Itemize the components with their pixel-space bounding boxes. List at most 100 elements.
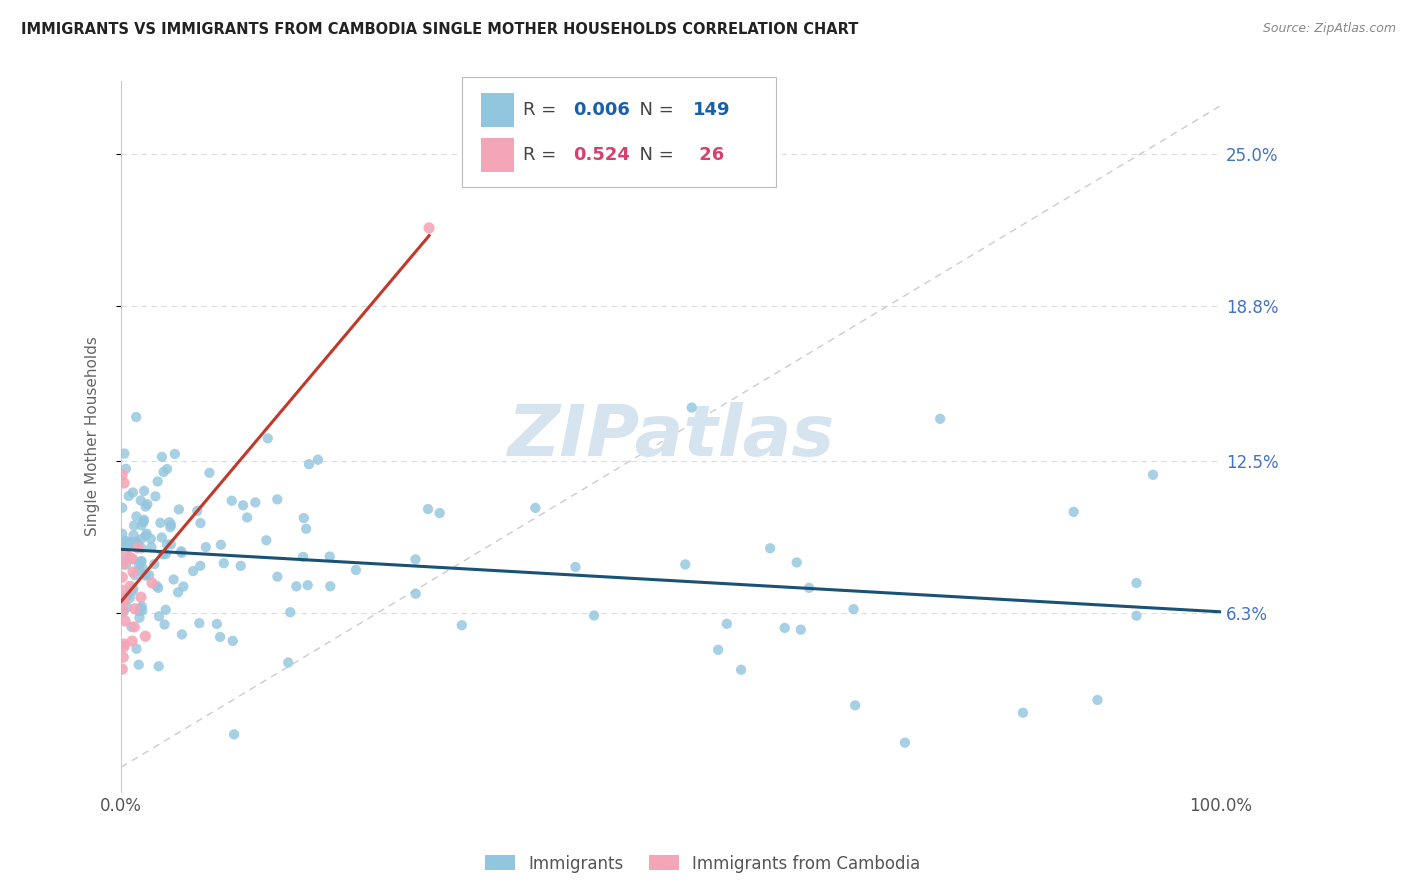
Point [112,603,135,617]
Text: 26: 26 [693,146,724,164]
Point [894,736,917,750]
Point [307,452,329,467]
Point [582,608,605,623]
Point [128,657,150,672]
Point [148,659,170,673]
Point [150,450,173,464]
Point [122,582,145,596]
Text: N =: N = [628,146,679,164]
Point [266,569,288,583]
Point [111,570,134,584]
Point [1087,693,1109,707]
Point [117,588,139,602]
Point [209,630,232,644]
Point [790,623,813,637]
Point [786,556,808,570]
Point [450,618,472,632]
Point [278,605,301,619]
Point [125,535,148,549]
Point [139,532,162,546]
Point [129,493,152,508]
Point [138,568,160,582]
Point [266,492,288,507]
Point [129,554,152,568]
Point [716,616,738,631]
Point [681,401,703,415]
Point [418,221,440,235]
Point [1012,706,1035,720]
Point [131,518,153,533]
Point [188,616,211,631]
Point [194,540,217,554]
Point [115,558,138,572]
Point [129,533,152,547]
Point [122,552,145,566]
Point [150,531,173,545]
Point [128,604,150,618]
Point [156,537,179,551]
Point [163,573,186,587]
Point [111,500,134,515]
Point [131,561,153,575]
Point [134,567,156,582]
Point [128,611,150,625]
Point [112,475,135,490]
Point [295,522,318,536]
Point [111,554,134,568]
Point [222,634,245,648]
Point [149,516,172,530]
Point [209,538,232,552]
Point [212,556,235,570]
Point [135,500,157,514]
Point [673,558,696,572]
Point [773,621,796,635]
Point [141,575,163,590]
Point [121,634,143,648]
Point [124,534,146,549]
Point [152,465,174,479]
Point [122,485,145,500]
Point [159,537,181,551]
Point [122,518,145,533]
Point [405,552,427,566]
Point [759,541,782,556]
Point [131,554,153,568]
Point [319,549,342,564]
Point [120,551,142,566]
Text: 149: 149 [693,101,731,119]
Point [128,558,150,572]
Point [112,640,135,654]
Point [118,539,141,553]
Point [163,447,186,461]
FancyBboxPatch shape [463,78,776,187]
Point [112,637,135,651]
Point [524,500,547,515]
Point [152,547,174,561]
Point [135,526,157,541]
Point [319,579,342,593]
Point [145,579,167,593]
Point [112,557,135,571]
Point [277,656,299,670]
Point [172,580,194,594]
FancyBboxPatch shape [481,138,513,172]
Point [131,541,153,556]
Point [124,568,146,582]
Point [205,617,228,632]
Point [132,513,155,527]
Text: ZIPatlas: ZIPatlas [508,401,835,471]
Point [198,466,221,480]
Point [112,605,135,619]
Text: Source: ZipAtlas.com: Source: ZipAtlas.com [1263,22,1396,36]
Text: IMMIGRANTS VS IMMIGRANTS FROM CAMBODIA SINGLE MOTHER HOUSEHOLDS CORRELATION CHAR: IMMIGRANTS VS IMMIGRANTS FROM CAMBODIA S… [21,22,859,37]
Point [292,511,315,525]
Point [125,410,148,425]
Point [221,493,243,508]
Point [111,467,134,482]
Point [236,510,259,524]
Point [148,609,170,624]
Point [111,662,134,676]
Point [167,585,190,599]
Point [112,535,135,549]
Point [125,509,148,524]
